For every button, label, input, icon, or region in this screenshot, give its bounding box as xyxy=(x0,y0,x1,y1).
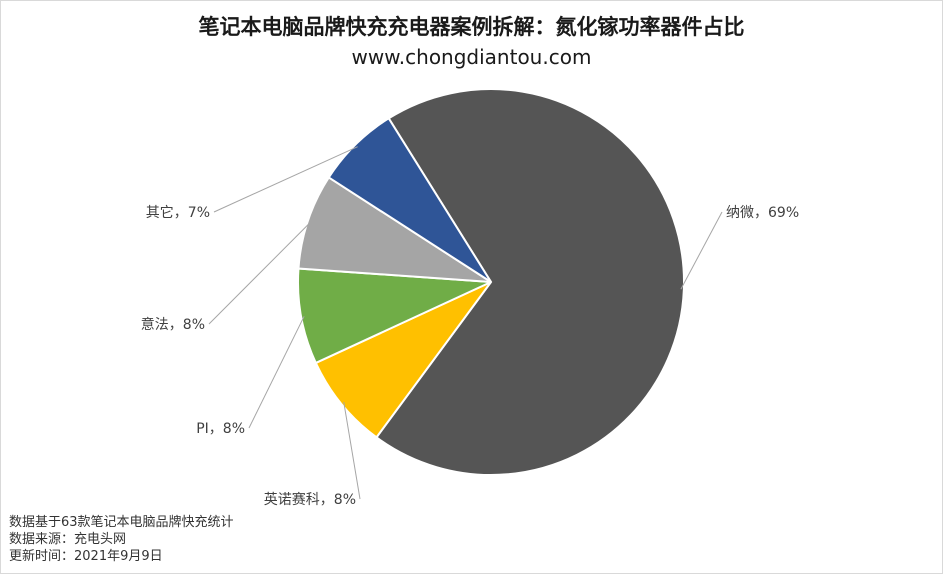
chart-title: 笔记本电脑品牌快充充电器案例拆解：氮化镓功率器件占比 xyxy=(198,15,745,39)
footnotes: 数据基于63款笔记本电脑品牌快充统计 数据来源：充电头网 更新时间：2021年9… xyxy=(9,514,234,565)
leader-line-2 xyxy=(343,402,361,500)
footnote-updated: 更新时间：2021年9月9日 xyxy=(9,549,163,564)
pie-slice-5 xyxy=(327,116,492,283)
slice-label-5: 其它，7% xyxy=(146,204,210,221)
leader-line-4 xyxy=(208,221,312,325)
leader-line-3 xyxy=(248,316,305,429)
footnote-basis: 数据基于63款笔记本电脑品牌快充统计 xyxy=(9,515,234,530)
pie-slice-2 xyxy=(314,281,492,439)
pie-slice-3 xyxy=(297,267,492,365)
pie-slice-4 xyxy=(297,176,492,283)
slice-label-1: 纳微，69% xyxy=(726,205,799,221)
slice-label-2: 英诺赛科，8% xyxy=(264,491,356,508)
chart-subtitle: www.chongdiantou.com xyxy=(351,45,592,69)
slice-label-4: 意法，8% xyxy=(141,316,205,333)
slice-label-3: PI，8% xyxy=(196,421,245,437)
pie-slice-1 xyxy=(375,88,685,476)
leader-line-5 xyxy=(213,146,358,213)
leader-line-1 xyxy=(680,211,723,290)
footnote-source: 数据来源：充电头网 xyxy=(9,532,127,547)
